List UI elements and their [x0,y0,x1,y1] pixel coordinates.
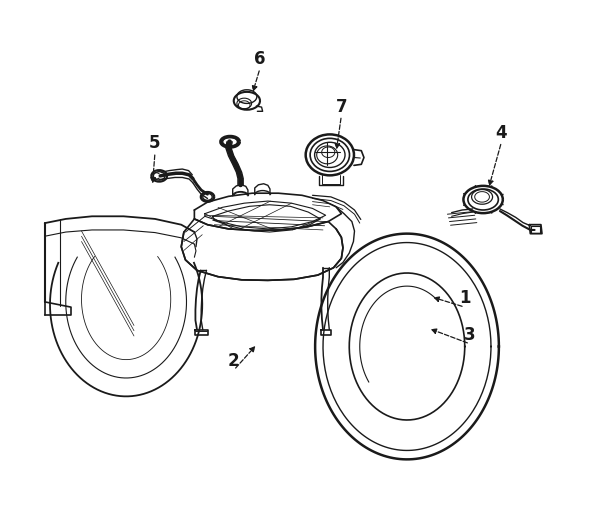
Text: 1: 1 [459,289,471,307]
Text: 6: 6 [254,50,266,68]
Text: 5: 5 [149,134,161,152]
Text: 7: 7 [336,98,347,116]
Text: 3: 3 [464,326,476,344]
Text: 2: 2 [228,352,240,370]
Text: 4: 4 [496,124,507,142]
